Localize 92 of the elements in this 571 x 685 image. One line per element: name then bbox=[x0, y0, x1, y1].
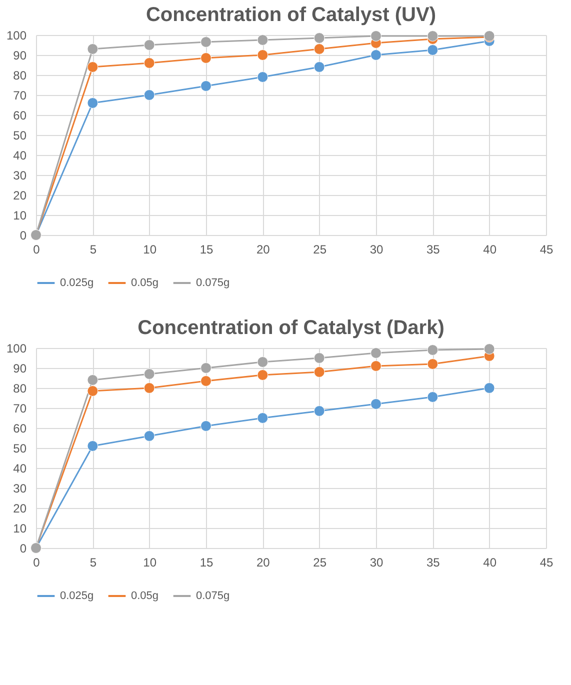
point bbox=[200, 52, 212, 64]
point bbox=[427, 392, 438, 402]
y-tick-label: 60 bbox=[13, 108, 27, 122]
point bbox=[370, 398, 382, 410]
x-tick-label: 20 bbox=[256, 556, 270, 570]
point bbox=[144, 58, 155, 68]
chart-title: Concentration of Catalyst (Dark) bbox=[138, 317, 444, 339]
point bbox=[314, 44, 325, 54]
point bbox=[87, 440, 98, 452]
point bbox=[87, 62, 98, 72]
point bbox=[257, 412, 268, 424]
x-tick-label: 40 bbox=[483, 242, 497, 256]
legend-label: 0.025g bbox=[60, 277, 94, 289]
point bbox=[484, 382, 495, 394]
point bbox=[314, 62, 325, 72]
x-tick-label: 5 bbox=[90, 242, 97, 256]
y-tick-label: 40 bbox=[13, 462, 27, 476]
x-tick-label: 10 bbox=[143, 242, 157, 256]
y-tick-label: 50 bbox=[13, 128, 27, 142]
y-tick-label: 60 bbox=[13, 422, 27, 436]
chart-title: Concentration of Catalyst (UV) bbox=[146, 4, 436, 26]
x-tick-label: 0 bbox=[33, 242, 40, 256]
y-tick-label: 30 bbox=[13, 168, 27, 182]
point bbox=[257, 370, 268, 380]
y-tick-label: 30 bbox=[13, 482, 27, 496]
x-tick-label: 5 bbox=[90, 556, 97, 570]
point bbox=[87, 386, 98, 396]
point bbox=[427, 344, 438, 356]
x-tick-label: 15 bbox=[200, 242, 214, 256]
point bbox=[370, 50, 382, 60]
point bbox=[314, 366, 325, 378]
point bbox=[257, 34, 268, 46]
y-tick-label: 80 bbox=[13, 382, 27, 396]
x-tick-label: 10 bbox=[143, 556, 157, 570]
y-tick-label: 100 bbox=[6, 342, 27, 356]
legend-label: 0.05g bbox=[131, 590, 159, 602]
x-tick-label: 45 bbox=[540, 242, 554, 256]
point bbox=[87, 44, 98, 54]
x-tick-label: 20 bbox=[256, 242, 270, 256]
x-tick-label: 30 bbox=[370, 242, 384, 256]
legend-label: 0.05g bbox=[131, 277, 159, 289]
point bbox=[144, 90, 155, 100]
point bbox=[370, 348, 382, 358]
point bbox=[427, 358, 438, 370]
y-tick-label: 20 bbox=[13, 502, 27, 516]
point bbox=[200, 362, 212, 374]
x-tick-label: 15 bbox=[200, 556, 214, 570]
point bbox=[427, 44, 438, 56]
x-tick-label: 35 bbox=[426, 556, 440, 570]
point bbox=[200, 80, 212, 92]
point bbox=[144, 382, 155, 394]
point bbox=[200, 36, 212, 48]
y-tick-label: 80 bbox=[13, 68, 27, 82]
point bbox=[87, 374, 98, 386]
y-tick-label: 10 bbox=[13, 208, 27, 222]
legend-label: 0.075g bbox=[196, 277, 230, 289]
y-tick-label: 0 bbox=[20, 228, 27, 242]
point bbox=[200, 420, 212, 432]
point bbox=[314, 32, 325, 44]
point bbox=[257, 72, 268, 82]
point bbox=[144, 368, 155, 380]
x-tick-label: 40 bbox=[483, 556, 497, 570]
point bbox=[314, 352, 325, 364]
y-tick-label: 70 bbox=[13, 88, 27, 102]
point bbox=[200, 376, 212, 386]
y-tick-label: 10 bbox=[13, 522, 27, 536]
point bbox=[257, 356, 268, 368]
x-tick-label: 35 bbox=[426, 242, 440, 256]
x-tick-label: 30 bbox=[370, 556, 384, 570]
x-tick-label: 0 bbox=[33, 556, 40, 570]
legend-label: 0.075g bbox=[196, 590, 230, 602]
y-tick-label: 90 bbox=[13, 48, 27, 62]
point bbox=[484, 344, 495, 354]
point bbox=[370, 30, 382, 42]
y-tick-label: 50 bbox=[13, 442, 27, 456]
point bbox=[370, 360, 382, 372]
legend-label: 0.025g bbox=[60, 590, 94, 602]
x-tick-label: 25 bbox=[313, 556, 327, 570]
point bbox=[427, 30, 438, 42]
y-tick-label: 90 bbox=[13, 362, 27, 376]
y-tick-label: 20 bbox=[13, 188, 27, 202]
point bbox=[144, 40, 155, 50]
point bbox=[87, 98, 98, 108]
x-tick-label: 45 bbox=[540, 556, 554, 570]
y-tick-label: 40 bbox=[13, 148, 27, 162]
point bbox=[257, 50, 268, 60]
y-tick-label: 0 bbox=[20, 542, 27, 556]
x-tick-label: 25 bbox=[313, 242, 327, 256]
y-tick-label: 100 bbox=[6, 28, 27, 42]
y-tick-label: 70 bbox=[13, 402, 27, 416]
point bbox=[314, 406, 325, 416]
point bbox=[144, 430, 155, 442]
